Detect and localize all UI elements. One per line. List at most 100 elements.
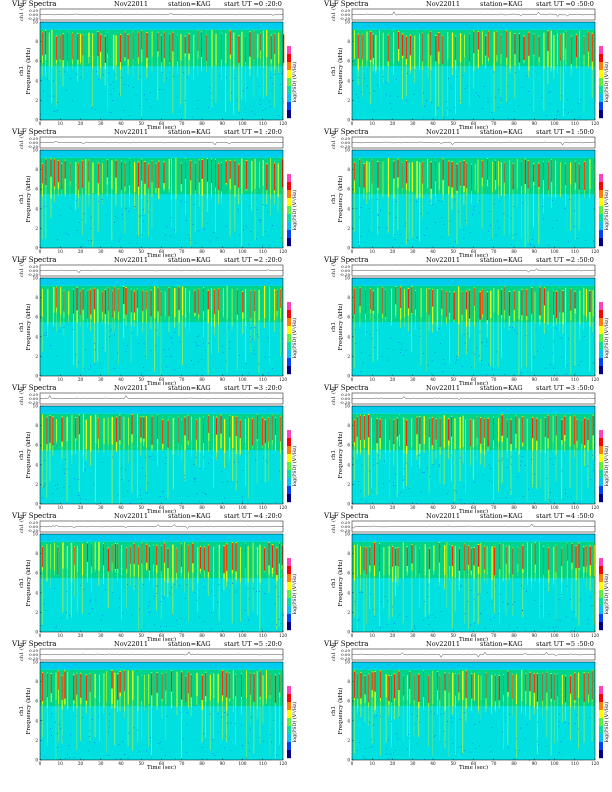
sferic-peak: [50, 159, 52, 177]
low-psd-speckle: [568, 723, 570, 724]
sferic-peak: [393, 419, 395, 445]
sferic-peak: [494, 547, 496, 576]
low-psd-speckle: [69, 486, 71, 487]
low-psd-speckle: [476, 347, 478, 349]
low-psd-speckle: [210, 92, 212, 94]
low-psd-speckle: [150, 106, 152, 108]
sferic-tail: [473, 578, 475, 623]
sferic-tail: [259, 699, 261, 744]
sferic-tail: [218, 185, 220, 205]
spectrogram-panel: VLF Spectra Nov22011 station=KAG start UT =…: [0, 0, 298, 131]
sferic-peak: [405, 36, 407, 59]
sferic-peak: [130, 289, 132, 313]
low-psd-speckle: [552, 463, 554, 465]
y-tick-label: 10: [345, 148, 351, 153]
sferic-streak: [180, 33, 182, 61]
sferic-peak: [397, 547, 399, 567]
x-tick-label: 0: [39, 633, 42, 638]
sferic-tail: [262, 705, 264, 724]
low-psd-speckle: [393, 349, 394, 351]
sferic-peak: [254, 291, 256, 312]
sferic-peak: [466, 163, 468, 189]
sferic-tail: [94, 443, 96, 503]
sferic-tail: [236, 319, 238, 371]
x-tick-label: 0: [39, 761, 42, 766]
sferic-peak: [527, 160, 529, 189]
sferic-peak: [180, 672, 183, 700]
sferic-peak: [391, 675, 393, 703]
x-tick-label: 60: [471, 505, 477, 510]
low-psd-speckle: [44, 603, 45, 605]
low-psd-speckle: [76, 199, 77, 201]
sferic-peak: [459, 162, 461, 186]
sferic-peak: [583, 36, 585, 55]
low-psd-speckle: [361, 91, 362, 93]
low-psd-speckle: [463, 712, 465, 713]
low-psd-speckle: [142, 375, 144, 377]
sferic-tail: [570, 320, 572, 375]
sferic-streak: [121, 545, 123, 575]
low-psd-speckle: [385, 748, 387, 750]
y-axis-label: Frequency (kHz): [25, 432, 32, 479]
sferic-tail: [380, 701, 381, 756]
sferic-peak: [570, 36, 572, 64]
sferic-peak: [571, 543, 573, 563]
low-psd-speckle: [404, 225, 406, 227]
sferic-tail: [570, 184, 571, 231]
x-tick-label: 30: [410, 249, 416, 254]
spectrogram-panel: VLF Spectra Nov22011 station=KAG start UT =…: [0, 384, 298, 515]
sferic-tail: [405, 190, 407, 245]
sferic-peak: [46, 417, 48, 445]
low-psd-speckle: [528, 488, 530, 490]
low-psd-speckle: [260, 104, 261, 106]
low-psd-speckle: [275, 502, 277, 504]
low-psd-speckle: [61, 617, 63, 619]
low-psd-speckle: [180, 200, 182, 202]
sferic-streak: [191, 416, 192, 441]
sferic-tail: [553, 69, 555, 79]
y-tick-label: 2: [347, 226, 350, 231]
sferic-tail: [470, 574, 472, 577]
low-psd-speckle: [502, 458, 503, 460]
low-psd-speckle: [443, 117, 445, 118]
low-psd-speckle: [158, 496, 160, 498]
sferic-tail: [354, 580, 355, 618]
sferic-peak: [207, 545, 209, 573]
y-axis-label: Frequency (kHz): [337, 560, 344, 607]
low-psd-speckle: [197, 108, 199, 109]
low-psd-speckle: [486, 374, 488, 376]
colorbar-segment: [599, 694, 603, 703]
sferic-tail: [61, 184, 63, 197]
low-psd-speckle: [263, 741, 265, 742]
low-psd-speckle: [441, 200, 443, 202]
low-psd-speckle: [551, 199, 553, 201]
sferic-streak: [366, 31, 368, 61]
low-psd-speckle: [390, 337, 392, 339]
y-tick-label: 8: [35, 295, 38, 300]
y-tick-label: 6: [35, 315, 38, 320]
x-tick-label: 0: [351, 377, 354, 382]
sferic-tail: [264, 441, 266, 483]
sferic-tail: [561, 582, 563, 599]
low-psd-speckle: [566, 585, 568, 587]
low-psd-speckle: [398, 342, 400, 343]
sferic-tail: [214, 326, 215, 335]
sferic-peak: [235, 674, 237, 697]
low-psd-speckle: [180, 711, 182, 713]
low-psd-speckle: [531, 458, 533, 460]
low-psd-speckle: [96, 503, 98, 505]
sferic-peak: [435, 35, 437, 62]
emission-band: [352, 285, 595, 323]
sferic-peak: [399, 415, 400, 435]
sferic-tail: [397, 578, 399, 587]
x-tick-label: 10: [58, 505, 64, 510]
colorbar-segment: [287, 94, 291, 103]
colorbar-segment: [287, 726, 291, 735]
sferic-tail: [201, 709, 203, 743]
sferic-streak: [50, 544, 51, 570]
y-tick-label: 4: [35, 78, 38, 83]
sferic-peak: [554, 674, 556, 701]
low-psd-speckle: [89, 730, 91, 732]
sferic-tail: [42, 316, 43, 352]
sferic-tail: [570, 707, 571, 741]
